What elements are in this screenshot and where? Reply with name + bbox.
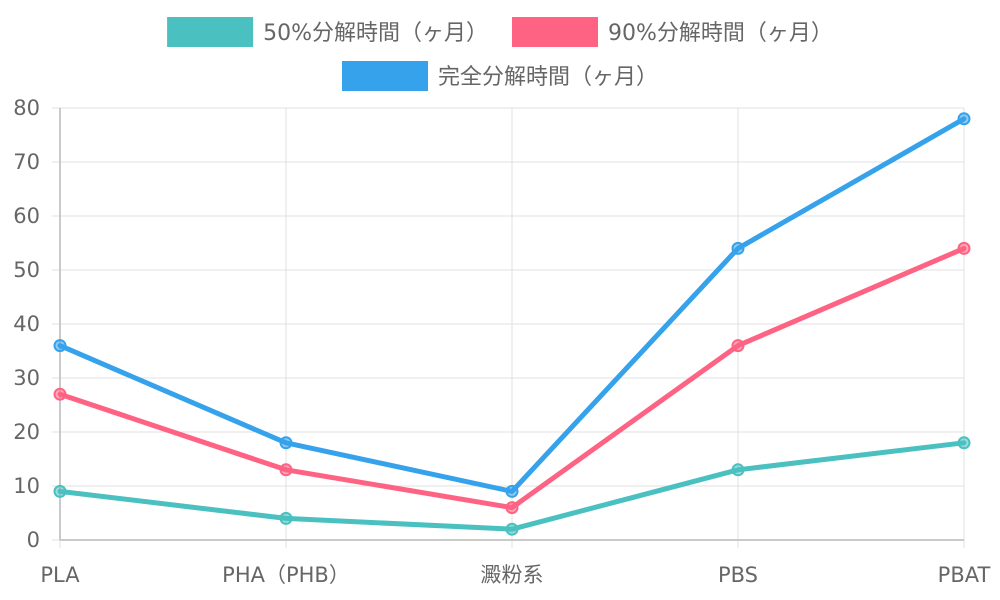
data-point[interactable] <box>279 463 293 477</box>
x-tick-label: PLA <box>40 563 80 587</box>
y-tick-label: 50 <box>13 258 40 282</box>
y-tick-label: 70 <box>13 150 40 174</box>
legend-swatch <box>341 61 428 91</box>
data-point[interactable] <box>957 241 971 255</box>
data-point[interactable] <box>53 339 67 353</box>
y-tick-label: 10 <box>13 474 40 498</box>
data-point[interactable] <box>505 522 519 536</box>
legend-swatch <box>512 17 598 47</box>
data-point[interactable] <box>731 339 745 353</box>
x-tick-label: PHA（PHB） <box>222 563 350 587</box>
legend-item[interactable]: 完全分解時間（ヶ月） <box>341 61 658 91</box>
legend-label: 50%分解時間（ヶ月） <box>263 21 488 46</box>
data-point[interactable] <box>731 463 745 477</box>
legend-swatch <box>167 17 254 47</box>
grid <box>52 107 965 548</box>
legend[interactable]: 50%分解時間（ヶ月） 90%分解時間（ヶ月） 完全分解時間（ヶ月） <box>167 17 833 91</box>
x-tick-label: PBAT <box>938 563 991 587</box>
y-tick-label: 60 <box>13 204 40 228</box>
data-point[interactable] <box>279 511 293 525</box>
legend-label: 完全分解時間（ヶ月） <box>438 65 658 90</box>
data-point[interactable] <box>279 436 293 450</box>
axes: 0 10 20 30 40 50 60 70 80 PLA PHA（PHB） 澱粉系 PBS PBAT <box>13 96 990 587</box>
y-tick-label: 40 <box>13 312 40 336</box>
data-point[interactable] <box>957 436 971 450</box>
series-3 <box>53 112 971 498</box>
legend-item[interactable]: 90%分解時間（ヶ月） <box>512 17 833 47</box>
y-tick-label: 30 <box>13 366 40 390</box>
legend-label: 90%分解時間（ヶ月） <box>608 21 833 46</box>
data-point[interactable] <box>53 484 67 498</box>
data-point[interactable] <box>505 484 519 498</box>
data-point[interactable] <box>957 112 971 126</box>
data-point[interactable] <box>505 501 519 515</box>
data-point[interactable] <box>53 387 67 401</box>
series-group <box>53 112 971 536</box>
y-tick-label: 20 <box>13 420 40 444</box>
y-tick-label: 80 <box>13 96 40 120</box>
legend-item[interactable]: 50%分解時間（ヶ月） <box>167 17 488 47</box>
series-2 <box>53 241 971 515</box>
data-point[interactable] <box>731 241 745 255</box>
series-1 <box>53 436 971 536</box>
x-tick-label: PBS <box>718 563 758 587</box>
x-tick-label: 澱粉系 <box>481 563 544 587</box>
y-tick-label: 0 <box>27 528 40 552</box>
